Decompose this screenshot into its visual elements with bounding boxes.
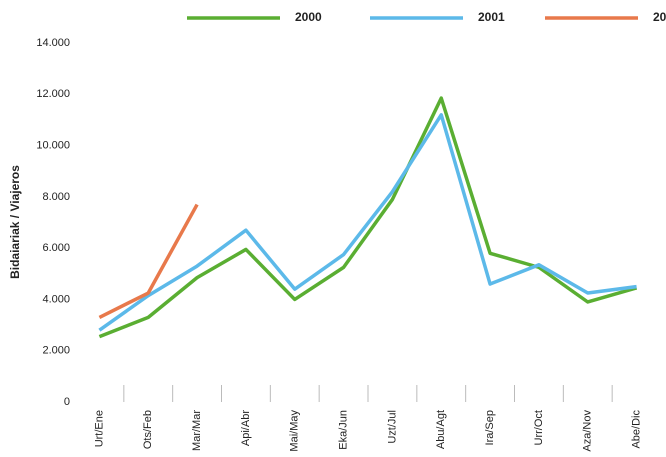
x-tick-label: Eka/Jun [337, 410, 349, 450]
x-tick-label: Mar/Mar [191, 410, 203, 451]
x-tick-label: Aza/Nov [582, 410, 594, 452]
x-tick-label: Mai/May [289, 410, 301, 452]
y-tick-label: 12.000 [36, 88, 70, 100]
x-tick-label: Uzt/Jul [386, 410, 398, 444]
y-tick-label: 10.000 [36, 139, 70, 151]
x-tick-label: Ots/Feb [142, 410, 154, 449]
legend-label: 2001 [478, 10, 505, 24]
legend-label: 2000 [295, 10, 322, 24]
y-axis-label: Bidaiariak / Viajeros [8, 165, 22, 279]
y-tick-label: 8.000 [42, 191, 70, 203]
x-tick-label: Urr/Oct [533, 410, 545, 445]
y-tick-label: 6.000 [42, 242, 70, 254]
y-tick-label: 2.000 [42, 345, 70, 357]
x-tick-label: Urt/Ene [93, 410, 105, 447]
series-line [98, 203, 199, 319]
legend-label: 2002 [653, 10, 666, 24]
y-tick-label: 0 [64, 396, 70, 408]
x-tick-label: Abe/Dic [630, 410, 642, 449]
x-tick-label: Abu/Agt [435, 410, 447, 449]
x-tick-label: Ira/Sep [484, 410, 496, 445]
y-tick-label: 4.000 [42, 293, 70, 305]
series-line [98, 113, 637, 332]
series-line [98, 96, 638, 339]
x-tick-label: Api/Abr [240, 410, 252, 446]
y-tick-label: 14.000 [36, 37, 70, 49]
